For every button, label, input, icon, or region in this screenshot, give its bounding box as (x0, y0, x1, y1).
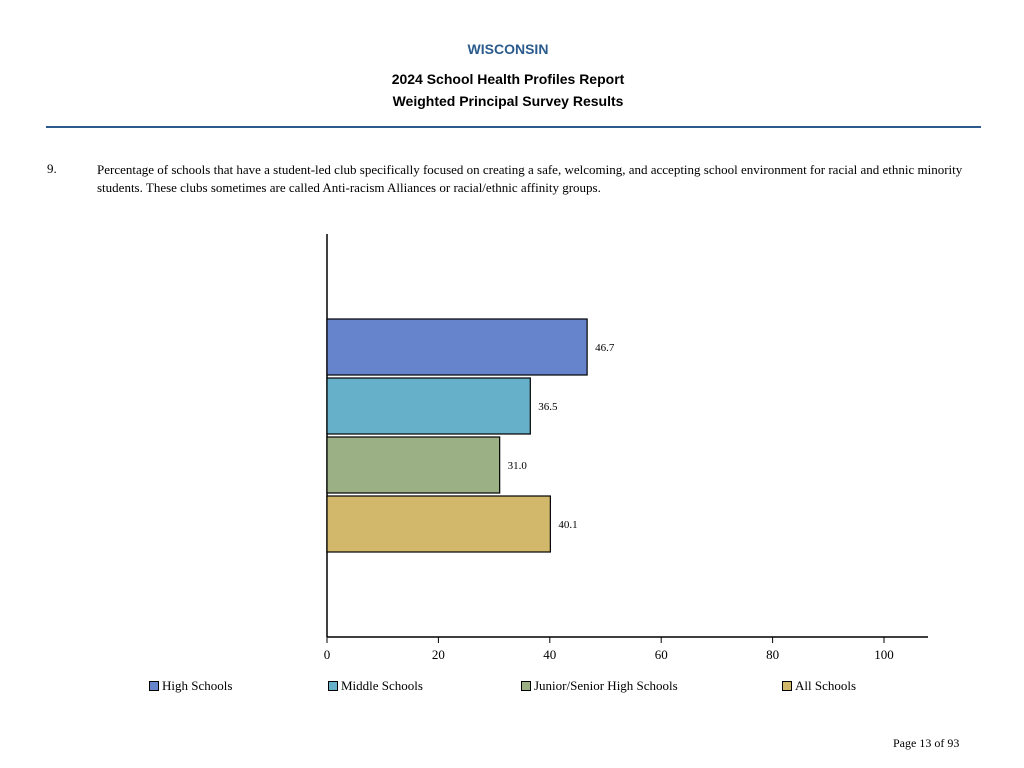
x-tick-label: 40 (543, 647, 556, 662)
header-divider (46, 126, 981, 128)
question-text: Percentage of schools that have a studen… (97, 162, 963, 195)
legend-item-high-schools: High Schools (149, 678, 232, 694)
data-label-middle-schools: 36.5 (538, 401, 558, 413)
x-tick-label: 20 (432, 647, 445, 662)
data-label-junior-senior-high-schools: 31.0 (508, 460, 528, 472)
survey-subtitle: Weighted Principal Survey Results (392, 93, 624, 109)
bar-all-schools (326, 495, 551, 553)
legend-swatch (782, 681, 792, 691)
bar-middle-schools (326, 377, 531, 435)
data-label-high-schools: 46.7 (595, 342, 615, 354)
legend-item-all-schools: All Schools (782, 678, 856, 694)
bar-high-schools (326, 318, 588, 376)
data-label-all-schools: 40.1 (558, 519, 577, 531)
legend-label: Middle Schools (341, 678, 423, 693)
legend-swatch (521, 681, 531, 691)
legend-item-junior-senior-high-schools: Junior/Senior High Schools (521, 678, 678, 694)
bar-chart: 46.7 36.5 31.0 40.1 0 20 40 60 80 100 (324, 234, 928, 662)
question-number: 9. (47, 161, 57, 176)
legend-label: Junior/Senior High Schools (534, 678, 678, 693)
legend-swatch (149, 681, 159, 691)
report-title: 2024 School Health Profiles Report (391, 71, 625, 87)
x-tick-label: 0 (324, 647, 331, 662)
state-heading: WISCONSIN (467, 41, 549, 57)
chart-legend: High Schools Middle Schools Junior/Senio… (0, 678, 1024, 696)
page-number: Page 13 of 93 (893, 736, 960, 750)
legend-item-middle-schools: Middle Schools (328, 678, 423, 694)
legend-label: High Schools (162, 678, 233, 693)
legend-swatch (328, 681, 338, 691)
x-tick-label: 100 (874, 647, 894, 662)
bar-junior-senior-high-schools (326, 436, 501, 494)
legend-label: All Schools (795, 678, 857, 693)
x-tick-label: 60 (655, 647, 668, 662)
x-tick-label: 80 (766, 647, 779, 662)
